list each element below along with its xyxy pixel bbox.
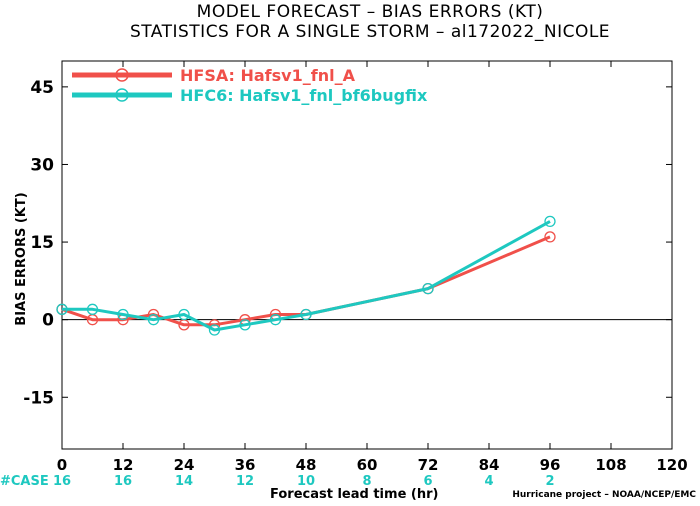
case-count: 12 (236, 474, 254, 489)
plot-frame (61, 60, 673, 450)
legend-label-hfsa: HFSA: Hafsv1_fnl_A (180, 66, 356, 85)
y-tick-label: 0 (42, 311, 54, 331)
x-axis-label: Forecast lead time (hr) (270, 487, 439, 502)
data-point-hfc6 (56, 303, 68, 315)
data-point-hfc6 (147, 314, 160, 326)
data-point-hfc6 (208, 324, 221, 336)
data-point-hfc6 (300, 308, 312, 321)
case-count: 10 (297, 474, 315, 489)
x-tick-label: 60 (357, 456, 378, 474)
x-tick-label: 36 (235, 456, 256, 474)
series-line-hfsa (61, 235, 551, 327)
data-point-hfc6 (117, 308, 129, 321)
x-tick-label: 108 (595, 456, 626, 474)
x-tick-label: 84 (479, 456, 500, 474)
y-tick-label: 30 (30, 155, 54, 175)
data-point-hfc6 (239, 319, 251, 331)
legend-marker-hfsa (115, 68, 129, 82)
data-point-hfc6 (269, 314, 282, 326)
legend-marker-hfc6 (115, 88, 129, 102)
x-tick-label: 12 (113, 456, 134, 474)
chart-subtitle: STATISTICS FOR A SINGLE STORM – al172022… (129, 22, 611, 42)
y-tick-label: 15 (30, 233, 54, 253)
case-count: 6 (423, 474, 432, 489)
case-count: 2 (545, 474, 554, 489)
data-point-hfsa (544, 231, 556, 243)
source-credit: Hurricane project – NOAA/NCEP/EMC (512, 490, 696, 500)
chart-title: MODEL FORECAST – BIAS ERRORS (KT) (196, 2, 544, 22)
case-count-label: #CASE (0, 474, 49, 489)
case-count: 16 (114, 474, 132, 489)
data-point-hfc6 (544, 215, 556, 228)
case-count: 4 (484, 474, 493, 489)
x-tick-label: 24 (174, 456, 195, 474)
data-point-hfc6 (178, 308, 190, 321)
x-tick-label: 48 (296, 456, 317, 474)
data-point-hfc6 (422, 282, 434, 295)
x-tick-label: 72 (418, 456, 439, 474)
case-count: 8 (362, 474, 371, 489)
case-count: 14 (175, 474, 193, 489)
y-tick-label: 45 (30, 78, 54, 98)
case-count: 16 (53, 474, 71, 489)
data-point-hfc6 (86, 303, 99, 315)
series-line-hfc6 (62, 220, 551, 332)
x-tick-label: 0 (57, 456, 67, 474)
x-tick-label: 120 (656, 456, 687, 474)
y-axis-label: BIAS ERRORS (KT) (14, 192, 29, 325)
x-tick-label: 96 (540, 456, 561, 474)
legend-label-hfc6: HFC6: Hafsv1_fnl_bf6bugfix (180, 86, 428, 105)
y-tick-label: -15 (23, 388, 54, 408)
